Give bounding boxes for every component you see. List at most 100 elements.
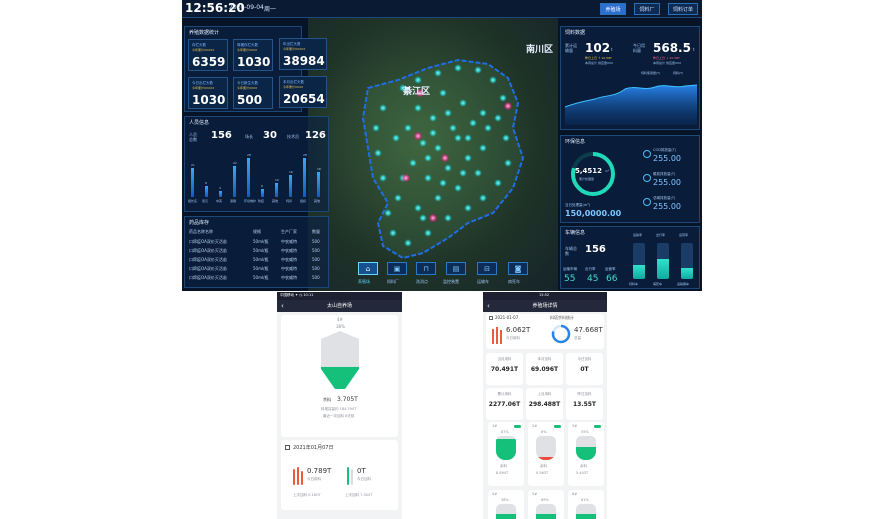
farm-marker[interactable]	[424, 154, 432, 162]
map-tab-truck[interactable]: 运输车	[477, 279, 489, 284]
farm-marker[interactable]	[429, 129, 437, 137]
farm-marker[interactable]	[502, 134, 510, 142]
farm-marker[interactable]	[504, 159, 512, 167]
farm-marker[interactable]	[389, 229, 397, 237]
bin-card[interactable]: 3# 55% 余料 5.403T	[568, 422, 604, 486]
farm-marker[interactable]	[409, 159, 417, 167]
farm-marker[interactable]	[449, 124, 457, 132]
farm-marker[interactable]	[394, 194, 402, 202]
farm-marker[interactable]	[464, 134, 472, 142]
alert-marker[interactable]	[503, 101, 513, 111]
car-icon[interactable]: ◙	[508, 262, 528, 275]
farm-marker[interactable]	[419, 139, 427, 147]
farm-marker[interactable]	[429, 114, 437, 122]
farm-marker[interactable]	[424, 229, 432, 237]
farm-marker[interactable]	[499, 94, 507, 102]
nav-farm[interactable]: 养殖场	[600, 3, 626, 15]
farm-marker[interactable]	[479, 144, 487, 152]
farm-marker[interactable]	[379, 104, 387, 112]
farm-marker[interactable]	[464, 154, 472, 162]
farm-marker[interactable]	[494, 114, 502, 122]
farm-marker[interactable]	[479, 194, 487, 202]
farm-marker[interactable]	[372, 124, 380, 132]
farm-marker[interactable]	[484, 124, 492, 132]
bin-card[interactable]: 1# 87% 余料 8.694T	[488, 422, 524, 486]
farm-marker[interactable]	[434, 194, 442, 202]
alert-marker[interactable]	[413, 131, 423, 141]
nav-feedmill[interactable]: 饲料厂	[634, 3, 660, 15]
back-icon[interactable]: ‹	[487, 302, 490, 310]
farm-marker[interactable]	[439, 179, 447, 187]
bin-card[interactable]: 5# 69%	[528, 490, 564, 519]
farm-marker[interactable]	[414, 104, 422, 112]
map-tab-feedmill[interactable]: 饲料厂	[387, 279, 399, 284]
farm-marker[interactable]	[469, 119, 477, 127]
alert-marker[interactable]	[440, 153, 450, 163]
stat-cell: 今日加料 0T	[566, 353, 603, 385]
kpi-card: 本月出栏头数 今年累计XXXX 20654	[279, 76, 327, 108]
farm-marker[interactable]	[454, 64, 462, 72]
alert-marker[interactable]	[415, 88, 425, 98]
bin-graphic	[576, 504, 596, 519]
summary-date[interactable]: 2021-01-07	[495, 315, 519, 320]
farm-marker[interactable]	[444, 164, 452, 172]
vehicle-bin-fill	[657, 259, 669, 279]
farm-marker[interactable]	[454, 184, 462, 192]
farm-marker[interactable]	[459, 169, 467, 177]
alert-marker[interactable]	[401, 173, 411, 183]
alert-marker[interactable]	[428, 213, 438, 223]
stat-label: 昨日加料	[577, 392, 592, 396]
farm-icon[interactable]: ⌂	[358, 262, 378, 275]
env-cod-value: 255.00	[653, 154, 681, 163]
farm-marker[interactable]	[384, 209, 392, 217]
farm-marker[interactable]	[444, 214, 452, 222]
daily-date[interactable]: 2021年01月07日	[293, 445, 334, 451]
farm-marker[interactable]	[424, 174, 432, 182]
farm-marker[interactable]	[439, 89, 447, 97]
farm-marker[interactable]	[434, 144, 442, 152]
truck-icon[interactable]: ⊟	[477, 262, 497, 275]
farm-marker[interactable]	[379, 174, 387, 182]
bin-remaining-label: 余料	[500, 464, 507, 468]
map[interactable]: 南川区 綦江区	[308, 18, 558, 291]
vehicle-stat-value: 66	[606, 274, 618, 284]
farm-marker[interactable]	[404, 124, 412, 132]
stat-cell: 本月加料 69.096T	[526, 353, 563, 385]
farm-marker[interactable]	[414, 76, 422, 84]
farm-marker[interactable]	[459, 99, 467, 107]
farm-marker[interactable]	[404, 239, 412, 247]
map-tab-deadcar[interactable]: 病死车	[508, 279, 520, 284]
farm-marker[interactable]	[474, 66, 482, 74]
drug-name: 口蹄疫OA双价灭活苗	[189, 239, 227, 244]
farm-marker[interactable]	[399, 84, 407, 92]
farm-marker[interactable]	[454, 134, 462, 142]
feed-icon[interactable]: ▣	[387, 262, 407, 275]
bin-card[interactable]: 6# 61%	[568, 490, 604, 519]
farm-marker[interactable]	[414, 204, 422, 212]
farm-marker[interactable]	[419, 214, 427, 222]
bin-card[interactable]: 4# 38%	[488, 490, 524, 519]
wash-icon[interactable]: ⊓	[416, 262, 436, 275]
farm-marker[interactable]	[479, 109, 487, 117]
map-tab-monitor[interactable]: 监控装置	[443, 279, 459, 284]
back-icon[interactable]: ‹	[281, 302, 284, 310]
monitor-icon[interactable]: ▤	[446, 262, 466, 275]
nav-feed-order[interactable]: 饲料订单	[668, 3, 698, 15]
stat-value: 70.491T	[490, 366, 519, 373]
farm-marker[interactable]	[464, 204, 472, 212]
farm-marker[interactable]	[474, 169, 482, 177]
farm-marker[interactable]	[392, 134, 400, 142]
map-tab-farm[interactable]: 养殖场	[358, 279, 370, 284]
farm-marker[interactable]	[489, 76, 497, 84]
bin-percent: 69%	[541, 498, 549, 502]
map-tab-wash[interactable]: 洗消点	[416, 279, 428, 284]
remaining-value: 3.705T	[337, 396, 358, 403]
farm-marker[interactable]	[434, 69, 442, 77]
personnel-leader-value: 30	[263, 130, 277, 141]
farm-marker[interactable]	[444, 109, 452, 117]
farm-marker[interactable]	[494, 179, 502, 187]
bin-card[interactable]: 2# 6% 余料 0.563T	[528, 422, 564, 486]
farm-marker[interactable]	[374, 149, 382, 157]
personnel-bar-value: 4	[219, 186, 221, 191]
total-value: 47.668T	[574, 326, 603, 334]
